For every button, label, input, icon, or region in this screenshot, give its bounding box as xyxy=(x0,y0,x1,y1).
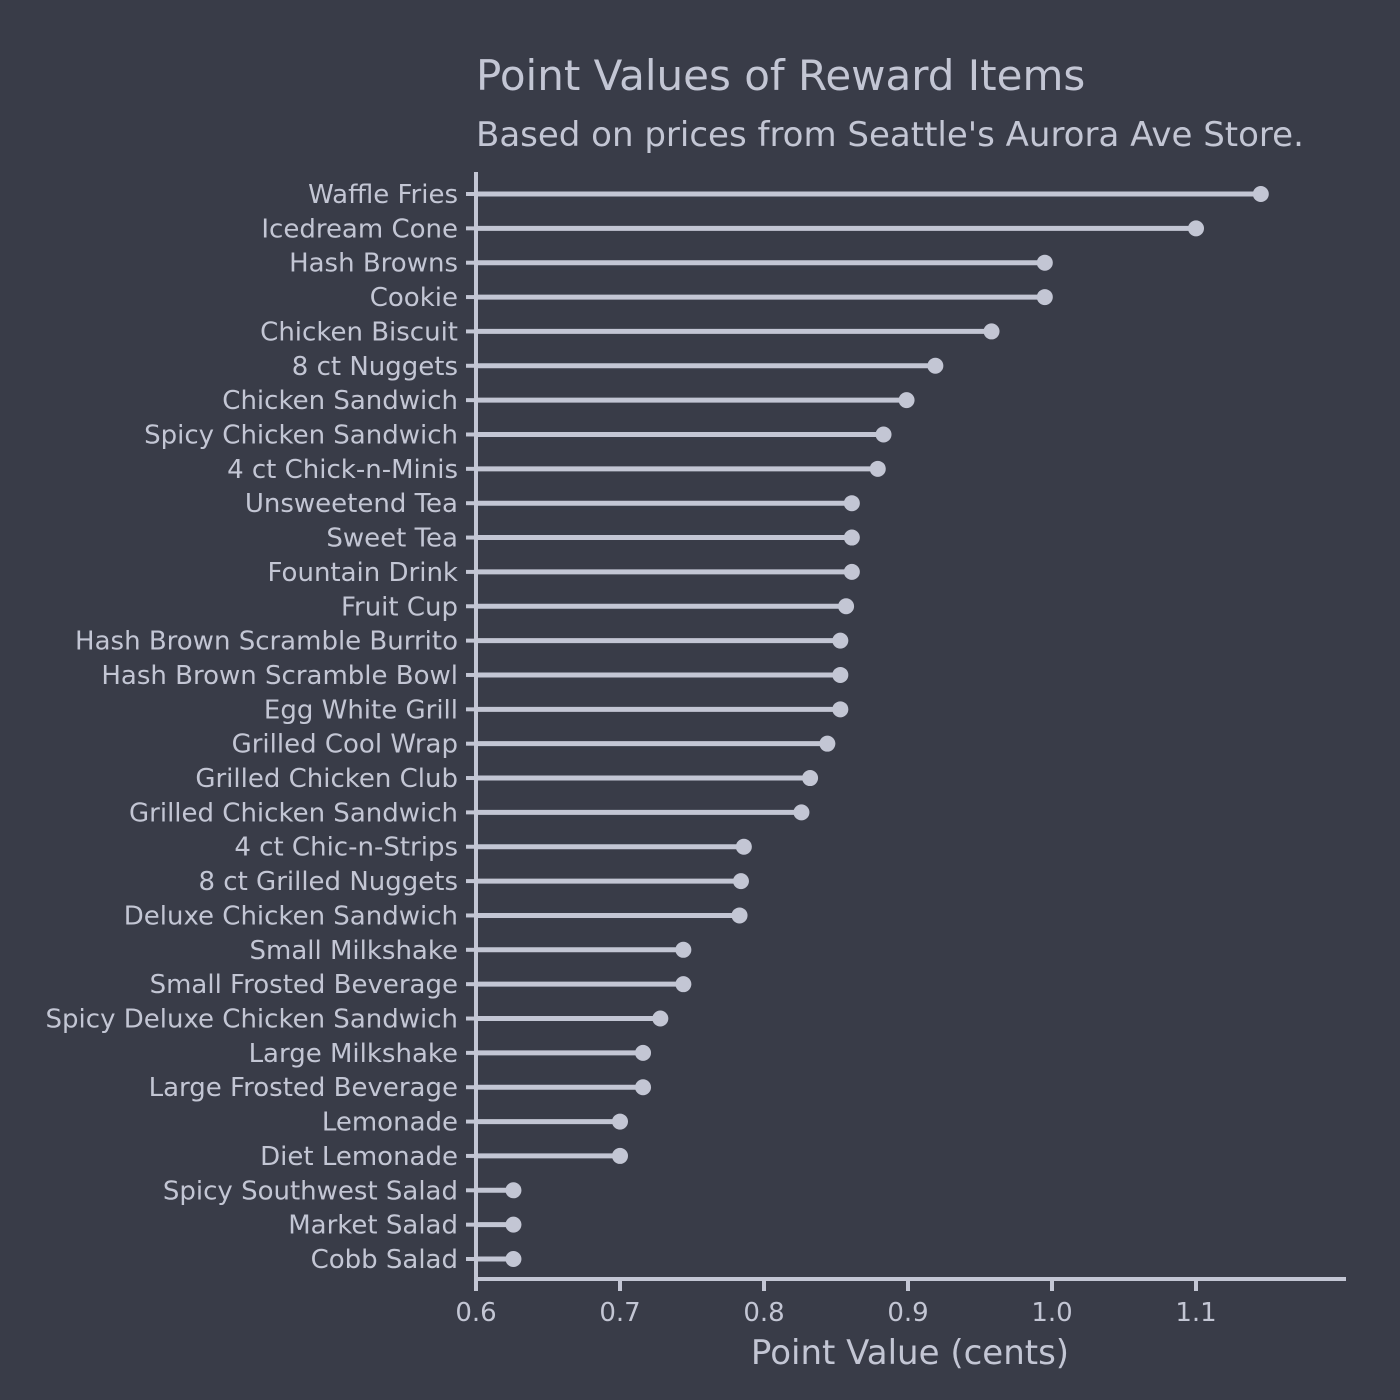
x-axis-ticks: 0.6 0.7 0.8 0.9 1.0 1.1 xyxy=(455,1279,1217,1328)
category-label: Egg White Grill xyxy=(264,695,458,725)
category-label: Cookie xyxy=(370,283,458,313)
category-label: Icedream Cone xyxy=(261,214,458,244)
category-label: 8 ct Nuggets xyxy=(292,352,458,382)
category-label: Hash Brown Scramble Bowl xyxy=(101,661,458,691)
category-label: Waffle Fries xyxy=(308,180,458,210)
x-tick-label: 0.9 xyxy=(887,1298,928,1328)
lollipop-point xyxy=(927,357,944,374)
lollipop-point xyxy=(838,598,855,615)
category-label: Fountain Drink xyxy=(268,558,458,588)
lollipop-point xyxy=(612,1147,628,1164)
lollipop-point xyxy=(1188,220,1204,237)
lollipop-point xyxy=(1252,186,1269,202)
lollipop-point xyxy=(983,323,1000,340)
lollipop-point xyxy=(652,1010,669,1027)
category-label: 8 ct Grilled Nuggets xyxy=(198,867,458,897)
lollipop-point xyxy=(832,632,849,649)
category-label: Unsweetend Tea xyxy=(245,489,458,519)
chart-subtitle: Based on prices from Seattle's Aurora Av… xyxy=(476,115,1304,155)
category-label: Small Frosted Beverage xyxy=(150,970,458,1000)
x-axis-title: Point Value (cents) xyxy=(751,1333,1069,1373)
lollipop-point xyxy=(612,1113,628,1130)
x-tick-label: 0.7 xyxy=(599,1298,640,1328)
category-label: Deluxe Chicken Sandwich xyxy=(124,901,458,931)
category-label: Sweet Tea xyxy=(326,524,458,554)
lollipop-point xyxy=(832,701,849,718)
category-label: Market Salad xyxy=(288,1211,458,1241)
category-label: Spicy Chicken Sandwich xyxy=(144,420,458,450)
lollipop-point xyxy=(635,1079,652,1096)
lollipop-point xyxy=(875,426,892,443)
chart-title: Point Values of Reward Items xyxy=(476,51,1085,100)
category-label: Hash Browns xyxy=(289,249,458,279)
category-label: Cobb Salad xyxy=(311,1245,458,1275)
x-tick-label: 0.8 xyxy=(743,1298,784,1328)
lollipop-point xyxy=(898,392,915,409)
x-tick-label: 1.0 xyxy=(1031,1298,1072,1328)
lollipop-point xyxy=(675,941,692,958)
x-tick-label: 0.6 xyxy=(455,1298,496,1328)
lollipop-point xyxy=(731,907,748,924)
lollipop-point xyxy=(505,1182,522,1199)
category-label: Hash Brown Scramble Burrito xyxy=(75,627,458,657)
category-label: Fruit Cup xyxy=(341,592,458,622)
chart-marks: Waffle Fries Icedream Cone Hash Browns Cook… xyxy=(46,180,1269,1275)
lollipop-point xyxy=(732,873,749,890)
category-label: Spicy Southwest Salad xyxy=(163,1176,458,1206)
lollipop-point xyxy=(635,1044,652,1061)
lollipop-point xyxy=(505,1251,522,1267)
category-label: Small Milkshake xyxy=(250,936,459,966)
lollipop-point xyxy=(802,770,819,787)
lollipop-point xyxy=(843,495,860,512)
category-label: 4 ct Chic-n-Strips xyxy=(234,833,458,863)
category-label: Large Milkshake xyxy=(249,1039,458,1069)
category-label: Large Frosted Beverage xyxy=(149,1073,458,1103)
category-label: Grilled Chicken Club xyxy=(195,764,458,794)
lollipop-point xyxy=(1036,254,1053,271)
category-label: Lemonade xyxy=(322,1108,458,1138)
lollipop-point xyxy=(735,838,752,855)
lollipop-point xyxy=(819,735,836,752)
lollipop-point xyxy=(843,563,860,580)
lollipop-point xyxy=(869,460,886,477)
lollipop-point xyxy=(1036,289,1053,306)
category-label: Diet Lemonade xyxy=(260,1142,458,1172)
lollipop-point xyxy=(505,1216,522,1233)
lollipop-point xyxy=(843,529,860,546)
lollipop-point xyxy=(793,804,810,821)
category-label: Grilled Cool Wrap xyxy=(232,730,458,760)
category-label: Grilled Chicken Sandwich xyxy=(129,798,458,828)
category-label: Chicken Sandwich xyxy=(222,386,458,416)
category-label: 4 ct Chick-n-Minis xyxy=(227,455,458,485)
x-tick-label: 1.1 xyxy=(1175,1298,1216,1328)
lollipop-point xyxy=(832,666,849,683)
category-label: Chicken Biscuit xyxy=(260,317,458,347)
lollipop-point xyxy=(675,976,692,993)
category-label: Spicy Deluxe Chicken Sandwich xyxy=(46,1005,458,1035)
